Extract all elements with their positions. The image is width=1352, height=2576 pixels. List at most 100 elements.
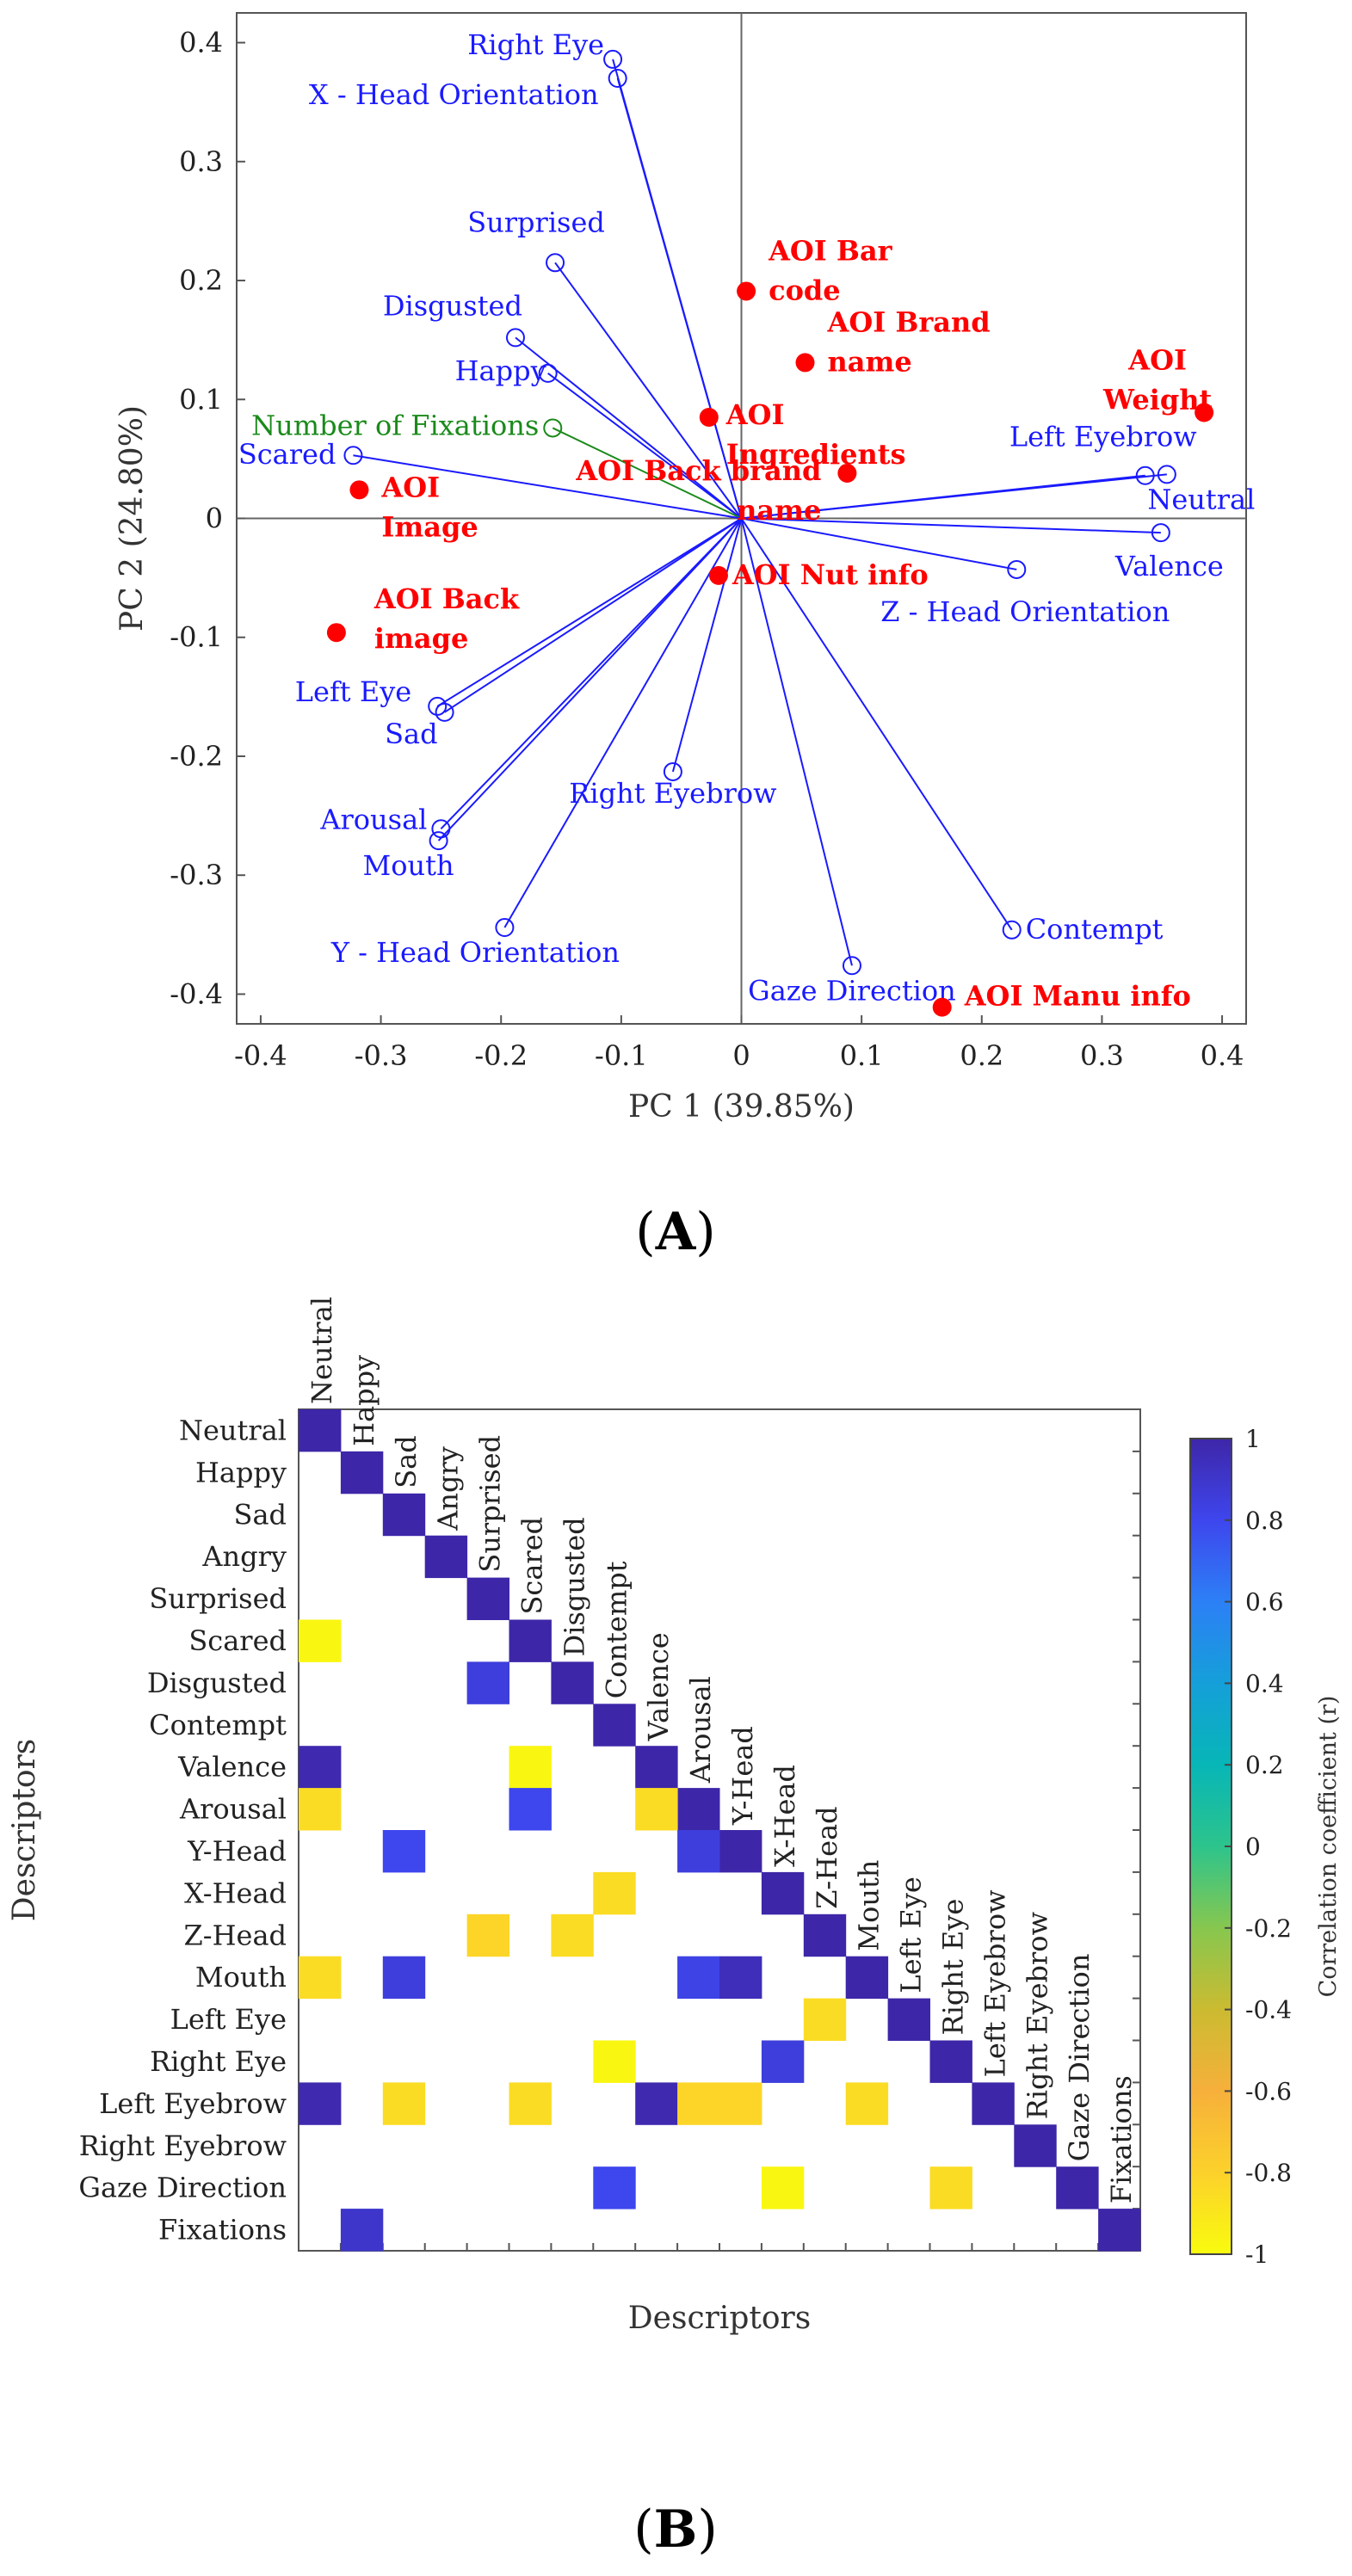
loading-label-right-eyebrow: Right Eyebrow xyxy=(569,777,776,810)
heatmap-cell xyxy=(299,1956,342,2000)
heatmap-cell xyxy=(761,2040,805,2083)
col-label-left-eye: Left Eye xyxy=(895,1877,928,1993)
heatmap-cell xyxy=(719,2082,762,2125)
aoi-label-aoi-image: AOI Image xyxy=(380,471,478,543)
heatmap-cell xyxy=(719,1830,762,1873)
loading-point-x-head-orientation xyxy=(608,69,627,89)
colorbar-tick-label: 0.4 xyxy=(1245,1669,1284,1698)
colorbar-tick-label: -0.4 xyxy=(1245,1996,1292,2024)
loading-label-neutral: Neutral xyxy=(1147,483,1255,515)
row-label-happy: Happy xyxy=(195,1456,287,1488)
loading-label-happy: Happy xyxy=(455,354,546,387)
loading-vector-z-head-orientation xyxy=(741,517,1017,570)
loading-label-x-head-orientation: X - Head Orientation xyxy=(309,78,599,111)
x-tick-label: -0.2 xyxy=(474,1039,528,1072)
row-label-right-eye: Right Eye xyxy=(150,2045,287,2078)
col-label-y-head: Y-Head xyxy=(726,1726,759,1826)
aoi-label-aoi-ingredients: AOI Ingredients xyxy=(725,398,906,471)
loading-label-surprised: Surprised xyxy=(467,206,605,238)
aoi-point-aoi-back-brand-name xyxy=(837,463,857,483)
heatmap-cell xyxy=(509,2082,552,2125)
y-tick-label: 0.1 xyxy=(179,383,223,416)
heatmap-cell xyxy=(509,1788,552,1831)
heatmap-cell xyxy=(803,1914,847,1957)
row-label-scared: Scared xyxy=(188,1624,287,1657)
col-label-gaze-direction: Gaze Direction xyxy=(1063,1954,1096,2162)
loading-vector-disgusted xyxy=(515,336,743,520)
aoi-point-aoi-bar-code xyxy=(737,281,756,301)
heatmap-cell xyxy=(382,1956,426,2000)
x-axis-label: Descriptors xyxy=(628,2301,811,2336)
x-tick-label: -0.4 xyxy=(234,1039,287,1072)
colorbar-tick-label: 0.6 xyxy=(1245,1588,1284,1617)
loading-vector-mouth xyxy=(437,517,743,841)
aoi-label-aoi-bar-code: AOI Bar code xyxy=(768,234,893,306)
colorbar-tick-label: -1 xyxy=(1245,2240,1269,2269)
loading-vector-right-eyebrow xyxy=(671,518,743,773)
heatmap-cell xyxy=(382,2082,426,2125)
loading-point-number-of-fixations xyxy=(543,418,563,438)
y-tick-label: -0.3 xyxy=(170,859,223,891)
row-label-disgusted: Disgusted xyxy=(147,1667,287,1699)
x-tick-label: 0 xyxy=(732,1039,750,1072)
y-axis-label: Descriptors xyxy=(7,1739,42,1921)
row-label-angry: Angry xyxy=(201,1540,287,1573)
heatmap-cell xyxy=(929,2040,972,2083)
col-label-contempt: Contempt xyxy=(600,1561,633,1698)
x-tick-label: 0.2 xyxy=(960,1039,1003,1072)
loading-label-left-eyebrow: Left Eyebrow xyxy=(1009,421,1197,453)
loading-point-gaze-direction xyxy=(842,956,861,976)
col-label-z-head: Z-Head xyxy=(811,1806,843,1908)
aoi-label-line: name xyxy=(737,494,821,527)
heatmap-cell xyxy=(299,1746,342,1789)
aoi-label-aoi-back-brand-name: AOI Back brand name xyxy=(575,454,821,527)
row-label-fixations: Fixations xyxy=(158,2214,287,2246)
y-tick-label: -0.1 xyxy=(170,621,223,654)
col-label-valence: Valence xyxy=(642,1632,675,1741)
loading-label-arousal: Arousal xyxy=(319,803,427,835)
aoi-label-aoi-manu-info: AOI Manu info xyxy=(964,980,1191,1013)
col-label-scared: Scared xyxy=(516,1517,549,1615)
loading-vector-left-eye xyxy=(436,517,743,707)
loading-point-right-eye xyxy=(603,49,623,69)
loading-label-number-of-fixations: Number of Fixations xyxy=(251,409,539,441)
loading-vector-number-of-fixations xyxy=(552,427,742,520)
heatmap-cell xyxy=(761,1871,805,1915)
loading-label-left-eye: Left Eye xyxy=(295,675,411,708)
y-tick-label: -0.4 xyxy=(170,977,223,1010)
aoi-label-line: AOI Brand xyxy=(827,305,991,338)
col-label-surprised: Surprised xyxy=(474,1435,507,1573)
row-label-surprised: Surprised xyxy=(149,1582,287,1615)
loading-point-sad xyxy=(435,702,454,722)
heatmap-cell xyxy=(299,2082,342,2125)
aoi-label-line: Image xyxy=(381,510,478,543)
loading-vector-valence xyxy=(741,517,1161,534)
loading-point-z-head-orientation xyxy=(1007,559,1027,579)
heatmap-cell xyxy=(677,2082,720,2125)
col-label-mouth: Mouth xyxy=(853,1860,886,1951)
loading-point-disgusted xyxy=(505,328,525,348)
heatmap-cell xyxy=(509,1619,552,1662)
heatmap-cell xyxy=(593,2040,636,2083)
loading-label-contempt: Contempt xyxy=(1026,913,1164,946)
loading-point-mouth xyxy=(429,831,448,851)
loading-point-happy xyxy=(538,363,558,383)
heatmap-cell xyxy=(845,2082,889,2125)
heatmap-cell xyxy=(466,1577,509,1620)
aoi-label-line: Weight xyxy=(1102,383,1212,416)
row-label-neutral: Neutral xyxy=(179,1414,287,1446)
colorbar-tick-label: 0.8 xyxy=(1245,1507,1284,1535)
aoi-point-aoi-brand-name xyxy=(795,353,815,373)
y-tick-label: 0.2 xyxy=(179,264,223,297)
loading-vector-y-head-orientation xyxy=(503,517,743,928)
panel-b-label: (B) xyxy=(633,2499,718,2560)
aoi-label-line: image xyxy=(374,622,468,655)
aoi-point-aoi-manu-info xyxy=(932,997,952,1017)
loading-vector-neutral xyxy=(741,473,1167,520)
aoi-label-line: AOI Manu info xyxy=(964,980,1191,1013)
heatmap-cell xyxy=(424,1535,468,1579)
heatmap-cell xyxy=(593,1871,636,1915)
x-tick-label: 0.4 xyxy=(1201,1039,1244,1072)
colorbar-tick-label: 1 xyxy=(1245,1425,1261,1453)
